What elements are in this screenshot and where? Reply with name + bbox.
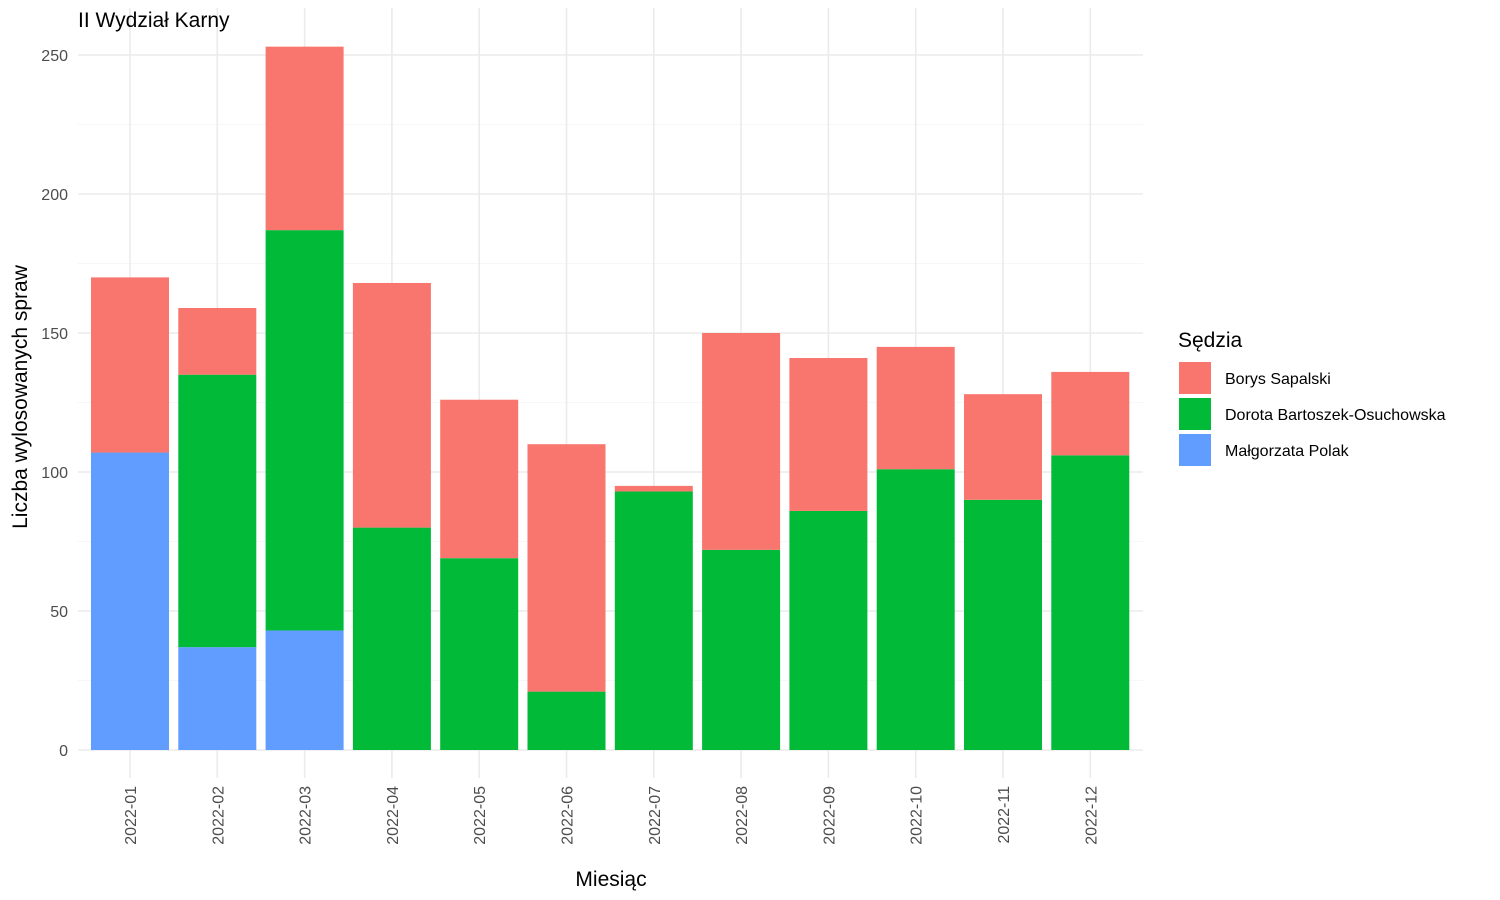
bar-2022-03-borys-sapalski: [265, 46, 344, 231]
legend-key: [1179, 398, 1211, 430]
x-tick-label: 2022-02: [210, 786, 227, 845]
bar-2022-01-borys-sapalski: [91, 277, 169, 453]
legend-label: Małgorzata Polak: [1225, 443, 1350, 460]
bar-2022-03-dorota-bartoszek-osuchowska: [265, 230, 344, 631]
x-tick-label: 2022-09: [821, 786, 838, 845]
legend-key: [1179, 362, 1211, 394]
bar-2022-05-borys-sapalski: [440, 399, 519, 559]
legend: Sędzia Borys Sapalski Dorota Bartoszek-Os…: [1178, 329, 1446, 466]
bar-2022-04-borys-sapalski: [352, 282, 431, 528]
bar-2022-09-borys-sapalski: [789, 358, 868, 511]
bar-2022-05-dorota-bartoszek-osuchowska: [440, 558, 519, 750]
bar-2022-06-borys-sapalski: [527, 444, 606, 692]
bar-2022-04-dorota-bartoszek-osuchowska: [352, 527, 431, 750]
bar-2022-06-dorota-bartoszek-osuchowska: [527, 691, 606, 750]
y-tick-label: 0: [59, 743, 68, 760]
y-tick-labels: 0 50 100 150 200 250: [41, 48, 68, 760]
legend-label: Borys Sapalski: [1225, 371, 1331, 388]
bar-2022-12-dorota-bartoszek-osuchowska: [1051, 455, 1130, 750]
bar-2022-01-malgorzata-polak: [91, 452, 169, 750]
bar-2022-08-borys-sapalski: [702, 333, 781, 550]
bar-2022-09-dorota-bartoszek-osuchowska: [789, 510, 868, 750]
y-tick-label: 50: [50, 604, 68, 621]
bar-2022-08-dorota-bartoszek-osuchowska: [702, 549, 781, 750]
legend-items: Borys Sapalski Dorota Bartoszek-Osuchowsk…: [1179, 362, 1446, 466]
bar-2022-07-borys-sapalski: [614, 485, 693, 492]
x-tick-label: 2022-05: [472, 786, 489, 845]
y-tick-label: 250: [41, 48, 68, 65]
x-tick-label: 2022-04: [385, 786, 402, 845]
y-tick-label: 100: [41, 465, 68, 482]
x-tick-label: 2022-12: [1083, 786, 1100, 845]
bar-2022-12-borys-sapalski: [1051, 371, 1130, 456]
bar-2022-02-dorota-bartoszek-osuchowska: [178, 374, 257, 648]
x-axis-title: Miesiąc: [575, 868, 646, 891]
bar-2022-02-borys-sapalski: [178, 307, 257, 375]
bar-2022-10-borys-sapalski: [876, 346, 955, 470]
bar-2022-02-malgorzata-polak: [178, 647, 257, 750]
legend-label: Dorota Bartoszek-Osuchowska: [1225, 407, 1446, 424]
x-tick-labels: 2022-01 2022-02 2022-03 2022-04 2022-05 2022-…: [123, 786, 1100, 845]
y-axis-title: Liczba wylosowanych spraw: [9, 264, 32, 529]
bar-2022-03-malgorzata-polak: [265, 630, 344, 750]
x-tick-label: 2022-03: [298, 786, 315, 845]
chart-title: II Wydział Karny: [78, 9, 230, 32]
x-tick-label: 2022-01: [123, 786, 140, 845]
legend-key: [1179, 434, 1211, 466]
bar-2022-11-dorota-bartoszek-osuchowska: [964, 499, 1042, 750]
y-tick-label: 150: [41, 326, 68, 343]
bar-2022-10-dorota-bartoszek-osuchowska: [876, 469, 955, 750]
y-tick-label: 200: [41, 187, 68, 204]
bar-2022-07-dorota-bartoszek-osuchowska: [614, 491, 693, 750]
x-tick-label: 2022-06: [560, 786, 577, 845]
bars: [91, 46, 1130, 750]
bar-2022-11-borys-sapalski: [964, 394, 1042, 500]
x-tick-label: 2022-07: [647, 786, 664, 845]
x-tick-label: 2022-08: [734, 786, 751, 845]
x-tick-label: 2022-11: [996, 786, 1013, 844]
x-tick-label: 2022-10: [909, 786, 926, 845]
legend-title: Sędzia: [1178, 329, 1243, 352]
